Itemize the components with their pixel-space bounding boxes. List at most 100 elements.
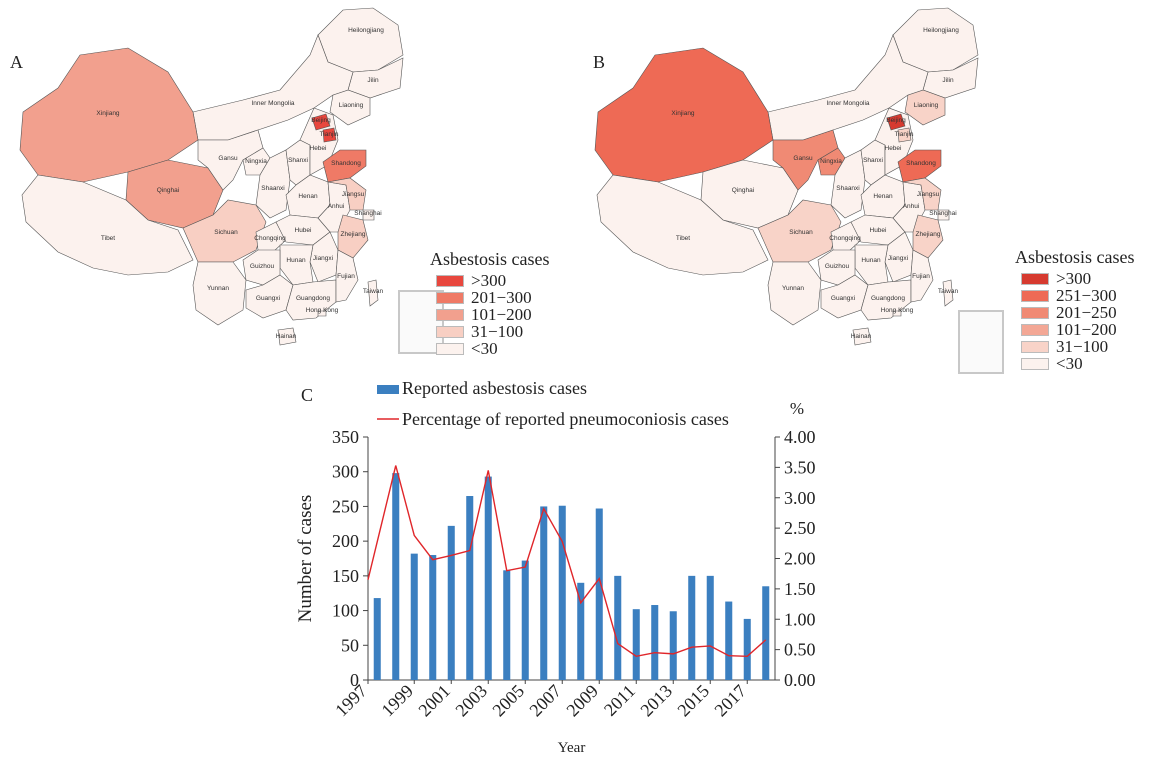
province-label-shanxi: Shanxi bbox=[863, 157, 883, 164]
x-tick-label-2003: 2003 bbox=[451, 681, 491, 721]
legend-label-line: Percentage of reported pneumoconiosis ca… bbox=[402, 409, 729, 429]
province-label-hubei: Hubei bbox=[295, 227, 312, 234]
bar-2012 bbox=[651, 605, 659, 680]
y2-tick-label: 0.00 bbox=[784, 670, 816, 690]
province-label-zhejiang: Zhejiang bbox=[916, 231, 941, 238]
panel-label-c: C bbox=[301, 385, 314, 405]
province-heilongjiang bbox=[317, 7, 404, 73]
south-china-sea-inset-b bbox=[958, 310, 1004, 374]
y2-tick-label: 3.50 bbox=[784, 457, 816, 477]
legend-swatch bbox=[436, 275, 464, 288]
legend-label: <30 bbox=[471, 338, 498, 358]
legend-label: 251−300 bbox=[1056, 285, 1117, 305]
x-tick-label-1999: 1999 bbox=[377, 681, 417, 721]
legend-swatch bbox=[1021, 290, 1049, 303]
legend-swatch bbox=[1021, 358, 1049, 371]
province-shanghai bbox=[937, 209, 950, 221]
legend-entry: 31−100 bbox=[430, 322, 550, 341]
legend-entry: >300 bbox=[1015, 269, 1135, 288]
province-label-hong-kong: Hong Kong bbox=[306, 307, 339, 314]
province-hong-kong bbox=[892, 310, 902, 317]
province-label-gansu: Gansu bbox=[218, 155, 238, 162]
province-label-shanxi: Shanxi bbox=[288, 157, 308, 164]
legend-label: 201−250 bbox=[1056, 302, 1117, 322]
bar-2008 bbox=[577, 582, 585, 680]
province-label-ningxia: Ningxia bbox=[245, 158, 267, 165]
province-taiwan bbox=[367, 279, 379, 307]
legend-entry: 101−200 bbox=[1015, 320, 1135, 339]
map-a-legend-title: Asbestosis cases bbox=[430, 249, 550, 269]
province-label-tibet: Tibet bbox=[676, 235, 690, 242]
province-label-qinghai: Qinghai bbox=[157, 187, 179, 194]
province-fujian bbox=[910, 249, 934, 303]
y-tick-label: 50 bbox=[341, 635, 359, 655]
legend-swatch-bars bbox=[377, 385, 399, 394]
province-yunnan bbox=[767, 261, 822, 326]
province-label-tianjin: Tianjin bbox=[320, 131, 339, 138]
legend-swatch bbox=[1021, 324, 1049, 337]
x-tick-label-2009: 2009 bbox=[562, 681, 602, 721]
x-tick-label-1997: 1997 bbox=[331, 681, 371, 721]
bar-2018 bbox=[762, 586, 770, 680]
y-tick-label: 100 bbox=[332, 601, 359, 621]
y-tick-label: 150 bbox=[332, 566, 359, 586]
province-label-shanghai: Shanghai bbox=[354, 210, 381, 217]
bar-2006 bbox=[540, 506, 548, 680]
province-label-shaanxi: Shaanxi bbox=[261, 185, 285, 192]
province-label-ningxia: Ningxia bbox=[820, 158, 842, 165]
x-tick-label-2013: 2013 bbox=[636, 681, 676, 721]
province-label-tibet: Tibet bbox=[101, 235, 115, 242]
province-label-chongqing: Chongqing bbox=[254, 235, 286, 242]
panel-label-a: A bbox=[10, 52, 23, 72]
bar-1998 bbox=[392, 473, 400, 680]
province-label-jilin: Jilin bbox=[367, 77, 379, 84]
bar-2016 bbox=[725, 601, 733, 680]
province-hainan bbox=[852, 327, 872, 346]
province-beijing bbox=[311, 113, 331, 131]
province-label-chongqing: Chongqing bbox=[829, 235, 861, 242]
legend-label: >300 bbox=[471, 270, 507, 290]
province-label-yunnan: Yunnan bbox=[207, 285, 229, 292]
province-label-guizhou: Guizhou bbox=[825, 263, 850, 270]
province-gansu bbox=[772, 129, 839, 191]
legend-entry: 101−200 bbox=[430, 305, 550, 324]
province-beijing bbox=[886, 113, 906, 131]
map-b-legend-title: Asbestosis cases bbox=[1015, 247, 1135, 267]
province-label-fujian: Fujian bbox=[912, 273, 930, 280]
map-b-legend: Asbestosis cases >300 251−300 201−250 101−2… bbox=[1015, 247, 1135, 373]
legend-swatch bbox=[436, 326, 464, 339]
y-tick-label: 250 bbox=[332, 496, 359, 516]
province-label-guangdong: Guangdong bbox=[296, 295, 330, 302]
y-axis-title: Number of cases bbox=[295, 495, 316, 623]
province-label-jiangsu: Jiangsu bbox=[917, 191, 940, 198]
y2-tick-label: 1.00 bbox=[784, 609, 816, 629]
y-tick-label: 0 bbox=[350, 670, 359, 690]
x-tick-label-2017: 2017 bbox=[710, 681, 750, 721]
province-label-yunnan: Yunnan bbox=[782, 285, 804, 292]
legend-entry: <30 bbox=[430, 338, 550, 358]
province-label-jiangxi: Jiangxi bbox=[888, 255, 908, 262]
bar-2015 bbox=[706, 575, 714, 680]
province-label-hebei: Hebei bbox=[310, 145, 327, 152]
province-label-shandong: Shandong bbox=[906, 160, 936, 167]
legend-swatch bbox=[1021, 307, 1049, 320]
province-label-henan: Henan bbox=[298, 193, 318, 200]
province-heilongjiang bbox=[892, 7, 979, 73]
province-label-sichuan: Sichuan bbox=[214, 229, 238, 236]
province-label-beijing: Beijing bbox=[886, 117, 906, 124]
bar-2005 bbox=[521, 560, 529, 680]
bar-2009 bbox=[595, 508, 603, 680]
province-label-guangxi: Guangxi bbox=[256, 295, 280, 302]
y2-tick-label: 2.00 bbox=[784, 549, 816, 569]
province-label-liaoning: Liaoning bbox=[339, 102, 364, 109]
legend-entry: 31−100 bbox=[1015, 336, 1135, 356]
legend-label: 31−100 bbox=[1056, 336, 1109, 356]
province-yunnan bbox=[192, 261, 247, 326]
province-label-beijing: Beijing bbox=[311, 117, 331, 124]
province-labels: Heilongjiang Jilin Liaoning Inner Mongolia X… bbox=[671, 27, 959, 340]
province-label-zhejiang: Zhejiang bbox=[341, 231, 366, 238]
province-label-jiangxi: Jiangxi bbox=[313, 255, 333, 262]
legend-swatch bbox=[1021, 273, 1049, 286]
province-label-hubei: Hubei bbox=[870, 227, 887, 234]
y2-tick-label: 3.00 bbox=[784, 488, 816, 508]
